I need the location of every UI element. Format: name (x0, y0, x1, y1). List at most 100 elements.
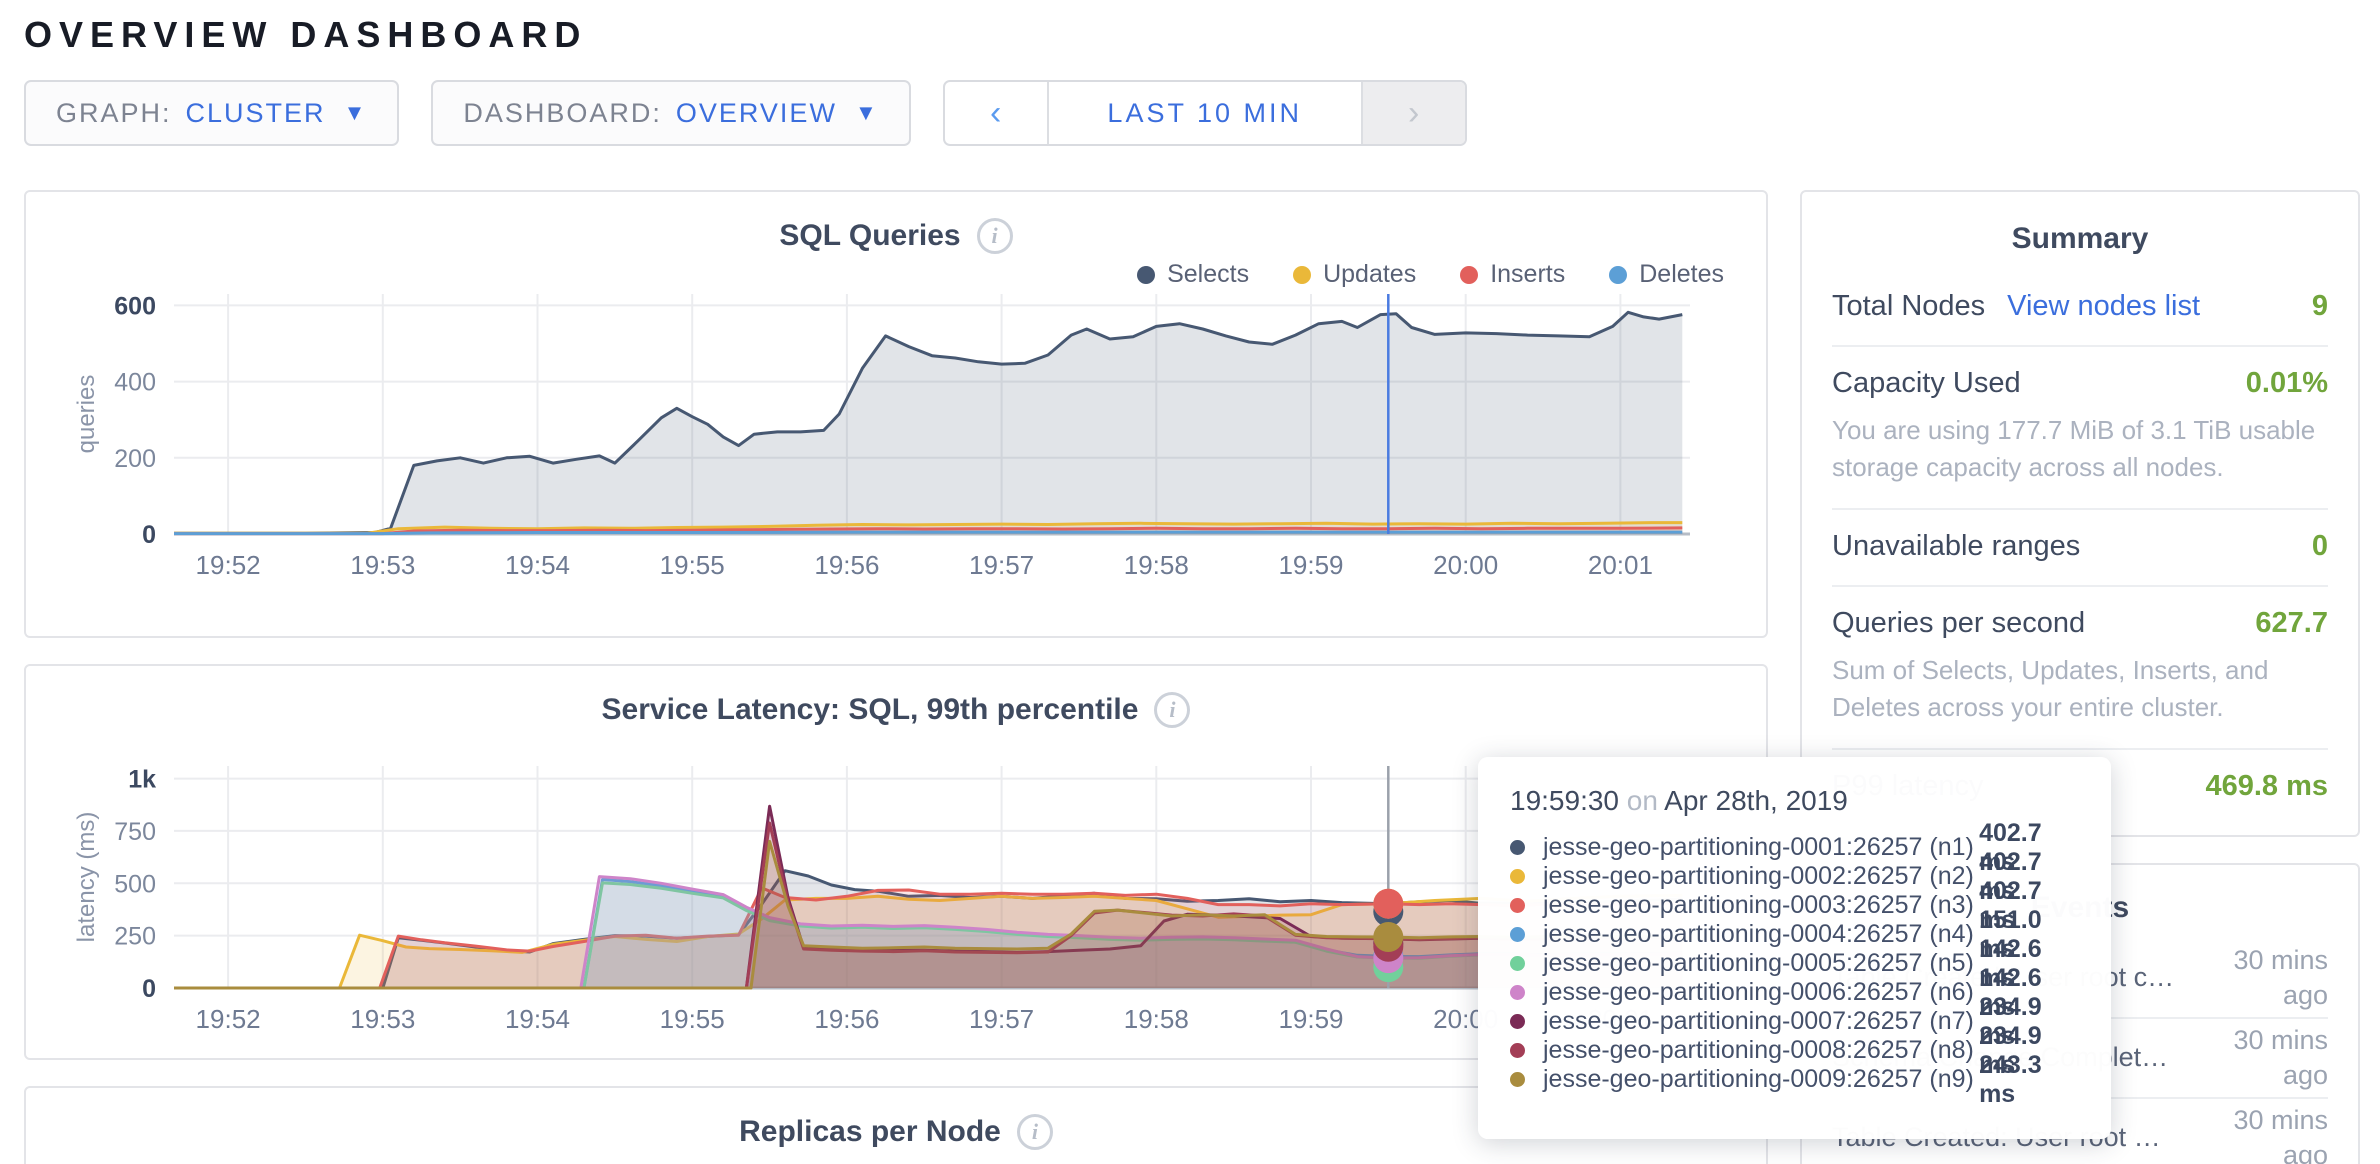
info-icon[interactable]: i (976, 218, 1013, 254)
tooltip-node-value: 402.7 ms (1979, 876, 2042, 934)
tooltip-node-name: jesse-geo-partitioning-0009:26257 (n9) (1543, 1065, 1974, 1093)
series-dot-icon (1510, 869, 1525, 884)
summary-title: Summary (2011, 222, 2149, 255)
summary-row: Unavailable ranges 0 (1832, 507, 2328, 585)
legend-dot-icon (1137, 265, 1156, 284)
service-latency-chart-card: Service Latency: SQL, 99th percentile i … (24, 664, 1768, 1060)
tooltip-node-row: jesse-geo-partitioning-0003:26257 (n3) 40… (1510, 877, 2081, 934)
summary-value: 0.01% (2245, 367, 2328, 399)
summary-description: Sum of Selects, Updates, Inserts, and De… (1832, 654, 2269, 722)
tooltip-node-row: jesse-geo-partitioning-0002:26257 (n2) 40… (1510, 848, 2081, 905)
summary-label: Capacity Used (1832, 367, 2021, 399)
svg-text:400: 400 (114, 369, 156, 397)
sql-queries-chart-card: SQL Queries i Selects Updates Inserts Delet… (24, 190, 1768, 638)
tooltip-node-row: jesse-geo-partitioning-0009:26257 (n9) 24… (1510, 1051, 2081, 1108)
legend-dot-icon (1609, 265, 1628, 284)
legend-item-deletes[interactable]: Deletes (1609, 260, 1724, 289)
tooltip-node-row: jesse-geo-partitioning-0004:26257 (n4) 15… (1510, 906, 2081, 963)
tooltip-timestamp: 19:59:30 on Apr 28th, 2019 (1510, 785, 1848, 816)
series-dot-icon (1510, 927, 1525, 942)
svg-text:1k: 1k (128, 766, 156, 794)
tooltip-node-name: jesse-geo-partitioning-0007:26257 (n7) (1543, 1007, 1974, 1035)
tooltip-node-value: 234.9 ms (1979, 1021, 2042, 1079)
series-dot-icon (1510, 1043, 1525, 1058)
tooltip-node-row: jesse-geo-partitioning-0001:26257 (n1) 40… (1510, 819, 2081, 876)
charts-column: SQL Queries i Selects Updates Inserts Delet… (24, 190, 1768, 1164)
summary-row: Capacity Used 0.01% You are using 177.7 Mi… (1832, 345, 2328, 508)
event-row[interactable]: Table Created: User root …30 mins ago (1832, 1099, 2328, 1164)
tooltip-node-value: 402.7 ms (1979, 818, 2042, 876)
legend-item-selects[interactable]: Selects (1137, 260, 1249, 289)
svg-text:19:59: 19:59 (1278, 1004, 1343, 1034)
series-dot-icon (1510, 840, 1525, 855)
tooltip-node-name: jesse-geo-partitioning-0004:26257 (n4) (1543, 920, 1974, 948)
view-nodes-list-link[interactable]: View nodes list (2007, 290, 2201, 322)
svg-text:19:55: 19:55 (660, 1004, 725, 1034)
service-latency-chart-title: Service Latency: SQL, 99th percentile i (66, 692, 1726, 728)
series-dot-icon (1510, 1014, 1525, 1029)
svg-text:200: 200 (114, 445, 156, 473)
summary-panel: Summary Total Nodes View nodes list 9 Capac… (1800, 190, 2360, 837)
dashboard-dropdown-label: DASHBOARD: (463, 97, 662, 128)
summary-row: Total Nodes View nodes list 9 (1832, 270, 2328, 345)
dashboard-dropdown[interactable]: DASHBOARD: OVERVIEW ▼ (431, 80, 911, 146)
legend-dot-icon (1460, 265, 1479, 284)
tooltip-node-row: jesse-geo-partitioning-0005:26257 (n5) 14… (1510, 935, 2081, 992)
series-dot-icon (1510, 898, 1525, 913)
tooltip-node-name: jesse-geo-partitioning-0005:26257 (n5) (1543, 949, 1974, 977)
legend-item-updates[interactable]: Updates (1293, 260, 1416, 289)
page-title: OVERVIEW DASHBOARD (24, 14, 588, 55)
service-latency-plot[interactable]: 0 250 500 750 1k 19:52 19:53 19:54 19:55 19:56 19:… (66, 742, 1726, 1042)
svg-text:19:53: 19:53 (350, 550, 415, 580)
event-time: 30 mins ago (2233, 944, 2328, 1010)
summary-rows: Total Nodes View nodes list 9 Capacity Used… (1832, 270, 2328, 825)
time-window-next-button[interactable]: › (1360, 82, 1465, 144)
time-window-range-button[interactable]: LAST 10 MIN (1107, 97, 1302, 128)
summary-description: You are using 177.7 MiB of 3.1 TiB usabl… (1832, 415, 2316, 482)
chevron-right-icon: › (1408, 93, 1420, 132)
summary-label: Total Nodes (1832, 290, 1986, 322)
svg-text:19:54: 19:54 (505, 550, 570, 580)
svg-text:0: 0 (142, 521, 156, 549)
svg-text:20:01: 20:01 (1588, 550, 1653, 580)
svg-text:600: 600 (114, 292, 156, 320)
info-icon[interactable]: i (1154, 692, 1191, 728)
svg-text:19:52: 19:52 (196, 550, 261, 580)
chevron-down-icon: ▼ (854, 100, 879, 125)
tooltip-node-name: jesse-geo-partitioning-0008:26257 (n8) (1543, 1036, 1974, 1064)
info-icon[interactable]: i (1016, 1114, 1053, 1150)
tooltip-node-value: 142.6 ms (1979, 934, 2042, 992)
tooltip-node-row: jesse-geo-partitioning-0007:26257 (n7) 23… (1510, 993, 2081, 1050)
svg-text:19:58: 19:58 (1124, 1004, 1189, 1034)
sql-queries-plot[interactable]: 0 200 400 600 19:52 19:53 19:54 19:55 19:56 19:57… (66, 268, 1726, 588)
legend-dot-icon (1293, 265, 1312, 284)
tooltip-node-name: jesse-geo-partitioning-0002:26257 (n2) (1543, 862, 1974, 890)
chart-hover-tooltip: 19:59:30 on Apr 28th, 2019 jesse-geo-par… (1478, 757, 2111, 1139)
graph-dropdown-label: GRAPH: (56, 97, 172, 128)
summary-value: 627.7 (2255, 606, 2328, 639)
summary-row: Queries per second 627.7 Sum of Selects, U… (1832, 584, 2328, 748)
replicas-per-node-chart-title: Replicas per Node i (66, 1114, 1726, 1150)
graph-dropdown[interactable]: GRAPH: CLUSTER ▼ (24, 80, 400, 146)
svg-text:19:58: 19:58 (1124, 550, 1189, 580)
summary-label: Unavailable ranges (1832, 529, 2081, 562)
tooltip-node-value: 243.3 ms (1979, 1050, 2042, 1108)
event-time: 30 mins ago (2233, 1104, 2328, 1164)
tooltip-node-name: jesse-geo-partitioning-0003:26257 (n3) (1543, 891, 1974, 919)
series-dot-icon (1510, 1072, 1525, 1087)
sql-queries-chart-title: SQL Queries i (66, 218, 1726, 254)
tooltip-node-name: jesse-geo-partitioning-0006:26257 (n6) (1543, 978, 1974, 1006)
svg-text:19:56: 19:56 (814, 1004, 879, 1034)
dashboard-controls: GRAPH: CLUSTER ▼ DASHBOARD: OVERVIEW ▼ ‹… (24, 80, 2380, 146)
svg-text:19:52: 19:52 (196, 1004, 261, 1034)
time-window-prev-button[interactable]: ‹ (945, 82, 1049, 144)
tooltip-node-value: 142.6 ms (1979, 963, 2042, 1021)
legend-item-inserts[interactable]: Inserts (1460, 260, 1565, 289)
graph-dropdown-value: CLUSTER (185, 97, 326, 128)
svg-text:19:56: 19:56 (814, 550, 879, 580)
summary-value: 469.8 ms (2205, 769, 2328, 802)
sql-queries-legend: Selects Updates Inserts Deletes (1137, 260, 1724, 289)
time-window-selector: ‹ LAST 10 MIN › (942, 80, 1467, 146)
svg-text:19:57: 19:57 (969, 550, 1034, 580)
